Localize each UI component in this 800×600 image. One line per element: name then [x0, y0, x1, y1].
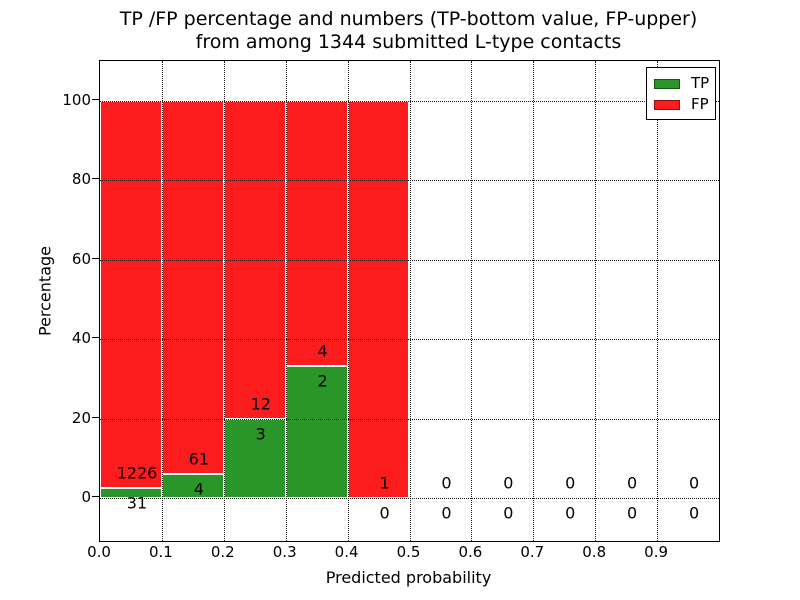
grid-line-v — [161, 61, 163, 541]
grid-line-v — [285, 61, 287, 541]
grid-line-v — [409, 61, 411, 541]
bar-labels-layer: 1226 31 61 4 12 3 4 2 1 0 0 0 0 0 0 0 0 0 0 0 — [100, 61, 719, 541]
bar-segment-fp — [100, 101, 162, 489]
bar-segment-tp — [161, 473, 224, 498]
x-tick-label: 0.9 — [644, 543, 669, 561]
chart-title-line1: TP /FP percentage and numbers (TP-bottom… — [119, 8, 698, 30]
legend-row-tp: TP — [647, 73, 715, 94]
x-tick-label: 0.6 — [458, 543, 483, 561]
tp-color-swatch — [654, 78, 680, 89]
fp-color-swatch — [654, 99, 680, 110]
bar-label-tp: 0 — [379, 503, 390, 523]
grid-line-v — [533, 61, 535, 541]
bar-label-tp: 0 — [688, 503, 700, 523]
bar-label-tp: 0 — [565, 503, 576, 523]
x-tick-label: 0.5 — [396, 543, 421, 561]
bar-segment-tp — [100, 488, 162, 498]
bar-label-fp: 0 — [688, 473, 700, 493]
bar-label-tp: 3 — [255, 424, 266, 444]
bar-label-tp: 4 — [193, 479, 204, 499]
x-tick-label: 0.4 — [334, 543, 359, 561]
grid-line-v — [223, 61, 225, 541]
y-tick-mark — [92, 416, 99, 418]
bar-segment-tp — [285, 365, 348, 498]
grid-line-v — [471, 61, 473, 541]
bars-layer — [100, 61, 719, 541]
plot-area: 1226 31 61 4 12 3 4 2 1 0 0 0 0 0 0 0 0 0 0 0 — [99, 60, 720, 542]
bar-label-fp: 1 — [379, 473, 390, 493]
x-tick-label: 0.3 — [272, 543, 297, 561]
bar-label-tp: 0 — [441, 503, 452, 523]
y-tick-label: 20 — [71, 408, 91, 427]
y-tick-label: 60 — [71, 249, 91, 268]
y-tick-mark — [92, 257, 99, 259]
x-tick-label: 0.0 — [87, 543, 111, 561]
bar-segment-fp — [347, 101, 410, 498]
y-tick-mark — [92, 337, 99, 339]
bar-label-tp: 2 — [317, 371, 328, 391]
bar-label-fp: 1226 — [116, 463, 158, 483]
legend: TP FP — [646, 67, 716, 120]
grid-line-v — [595, 61, 597, 541]
bar-label-tp: 0 — [503, 503, 514, 523]
bar-label-fp: 0 — [441, 473, 452, 493]
grid-layer — [100, 61, 719, 541]
bar-label-fp: 4 — [317, 341, 328, 361]
y-tick-mark — [92, 178, 99, 180]
y-tick-label: 40 — [71, 329, 91, 348]
bar-label-fp: 61 — [188, 449, 210, 469]
grid-line-v — [347, 61, 349, 541]
bar-segment-fp — [285, 101, 348, 366]
bar-label-fp: 0 — [565, 473, 576, 493]
bar-label-tp: 0 — [627, 503, 638, 523]
x-tick-label: 0.2 — [210, 543, 235, 561]
bar-label-fp: 0 — [627, 473, 638, 493]
x-tick-label: 0.1 — [148, 543, 173, 561]
y-tick-label: 0 — [81, 488, 91, 506]
y-tick-mark — [92, 99, 99, 100]
y-tick-label: 100 — [62, 91, 91, 109]
x-axis-label: Predicted probability — [325, 568, 492, 587]
legend-label-fp: FP — [691, 95, 709, 113]
grid-line-v — [657, 61, 659, 541]
bar-label-tp: 31 — [126, 493, 148, 513]
legend-row-fp: FP — [647, 94, 715, 115]
x-tick-label: 0.8 — [582, 543, 607, 561]
y-tick-label: 80 — [71, 170, 91, 189]
bar-label-fp: 12 — [250, 394, 271, 414]
bar-label-fp: 0 — [503, 473, 514, 493]
chart-title: TP /FP percentage and numbers (TP-bottom… — [99, 8, 718, 54]
legend-label-tp: TP — [691, 74, 710, 92]
y-tick-mark — [92, 496, 99, 497]
x-tick-label: 0.7 — [520, 543, 545, 561]
chart-title-line2: from among 1344 submitted L-type contact… — [195, 31, 622, 53]
